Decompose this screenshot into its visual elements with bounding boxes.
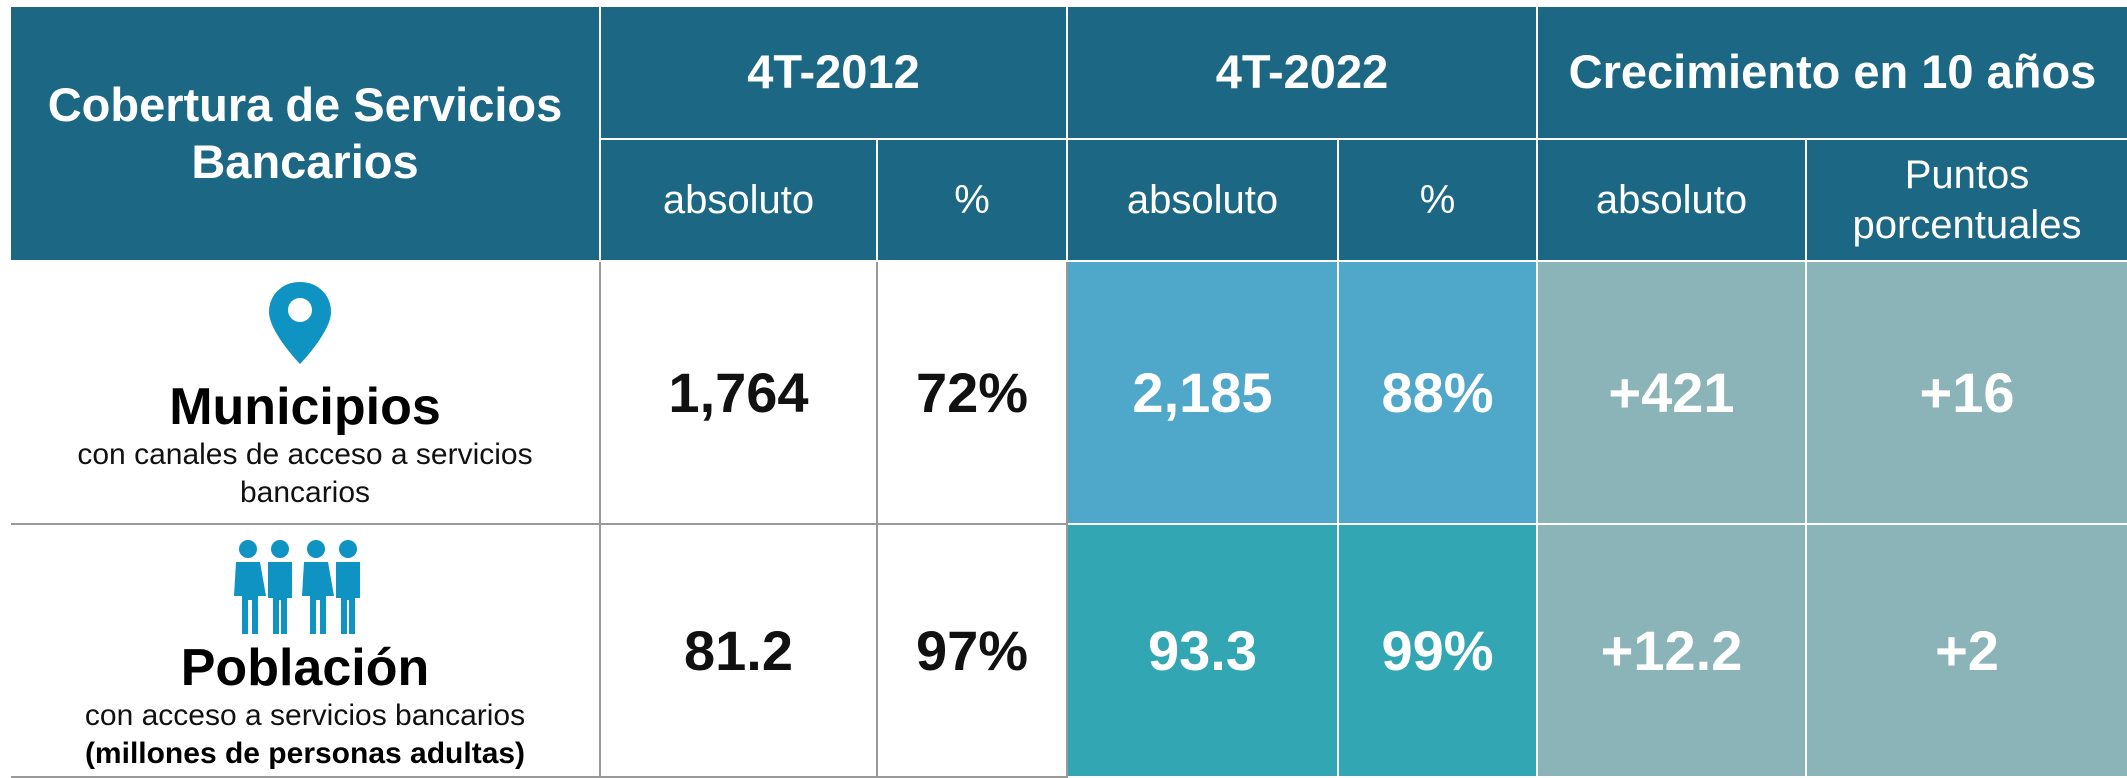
subheader: absoluto (601, 140, 878, 262)
value-cell: 2,185 (1068, 262, 1339, 525)
subheader: absoluto (1538, 140, 1807, 262)
subheader: Puntos porcentuales (1807, 140, 2127, 262)
group-header: 4T-2012 (601, 7, 1068, 140)
value-cell: 81.2 (601, 525, 878, 778)
table-title: Cobertura de Servicios Bancarios (11, 7, 601, 262)
row-note: (millones de personas adultas) (84, 736, 526, 770)
row-label: Municipios con canales de acceso a servic… (11, 262, 601, 525)
value-cell: 72% (878, 262, 1068, 525)
row-name: Población (180, 638, 430, 697)
row-name: Municipios (169, 377, 441, 436)
value-cell: 99% (1339, 525, 1538, 778)
value-cell: +421 (1538, 262, 1807, 525)
group-header: Crecimiento en 10 años (1538, 7, 2127, 140)
value-cell: +2 (1807, 525, 2127, 778)
subheader: absoluto (1068, 140, 1339, 262)
subheader: % (878, 140, 1068, 262)
value-cell: +16 (1807, 262, 2127, 525)
value-cell: +12.2 (1538, 525, 1807, 778)
value-cell: 97% (878, 525, 1068, 778)
row-description: con acceso a servicios bancarios (84, 699, 526, 732)
value-cell: 93.3 (1068, 525, 1339, 778)
subheader: % (1339, 140, 1538, 262)
group-header: 4T-2022 (1068, 7, 1538, 140)
value-cell: 1,764 (601, 262, 878, 525)
row-description: con canales de acceso a servicios bancar… (77, 438, 533, 509)
pin-icon (269, 282, 331, 364)
value-cell: 88% (1339, 262, 1538, 525)
people-icon (234, 540, 360, 634)
